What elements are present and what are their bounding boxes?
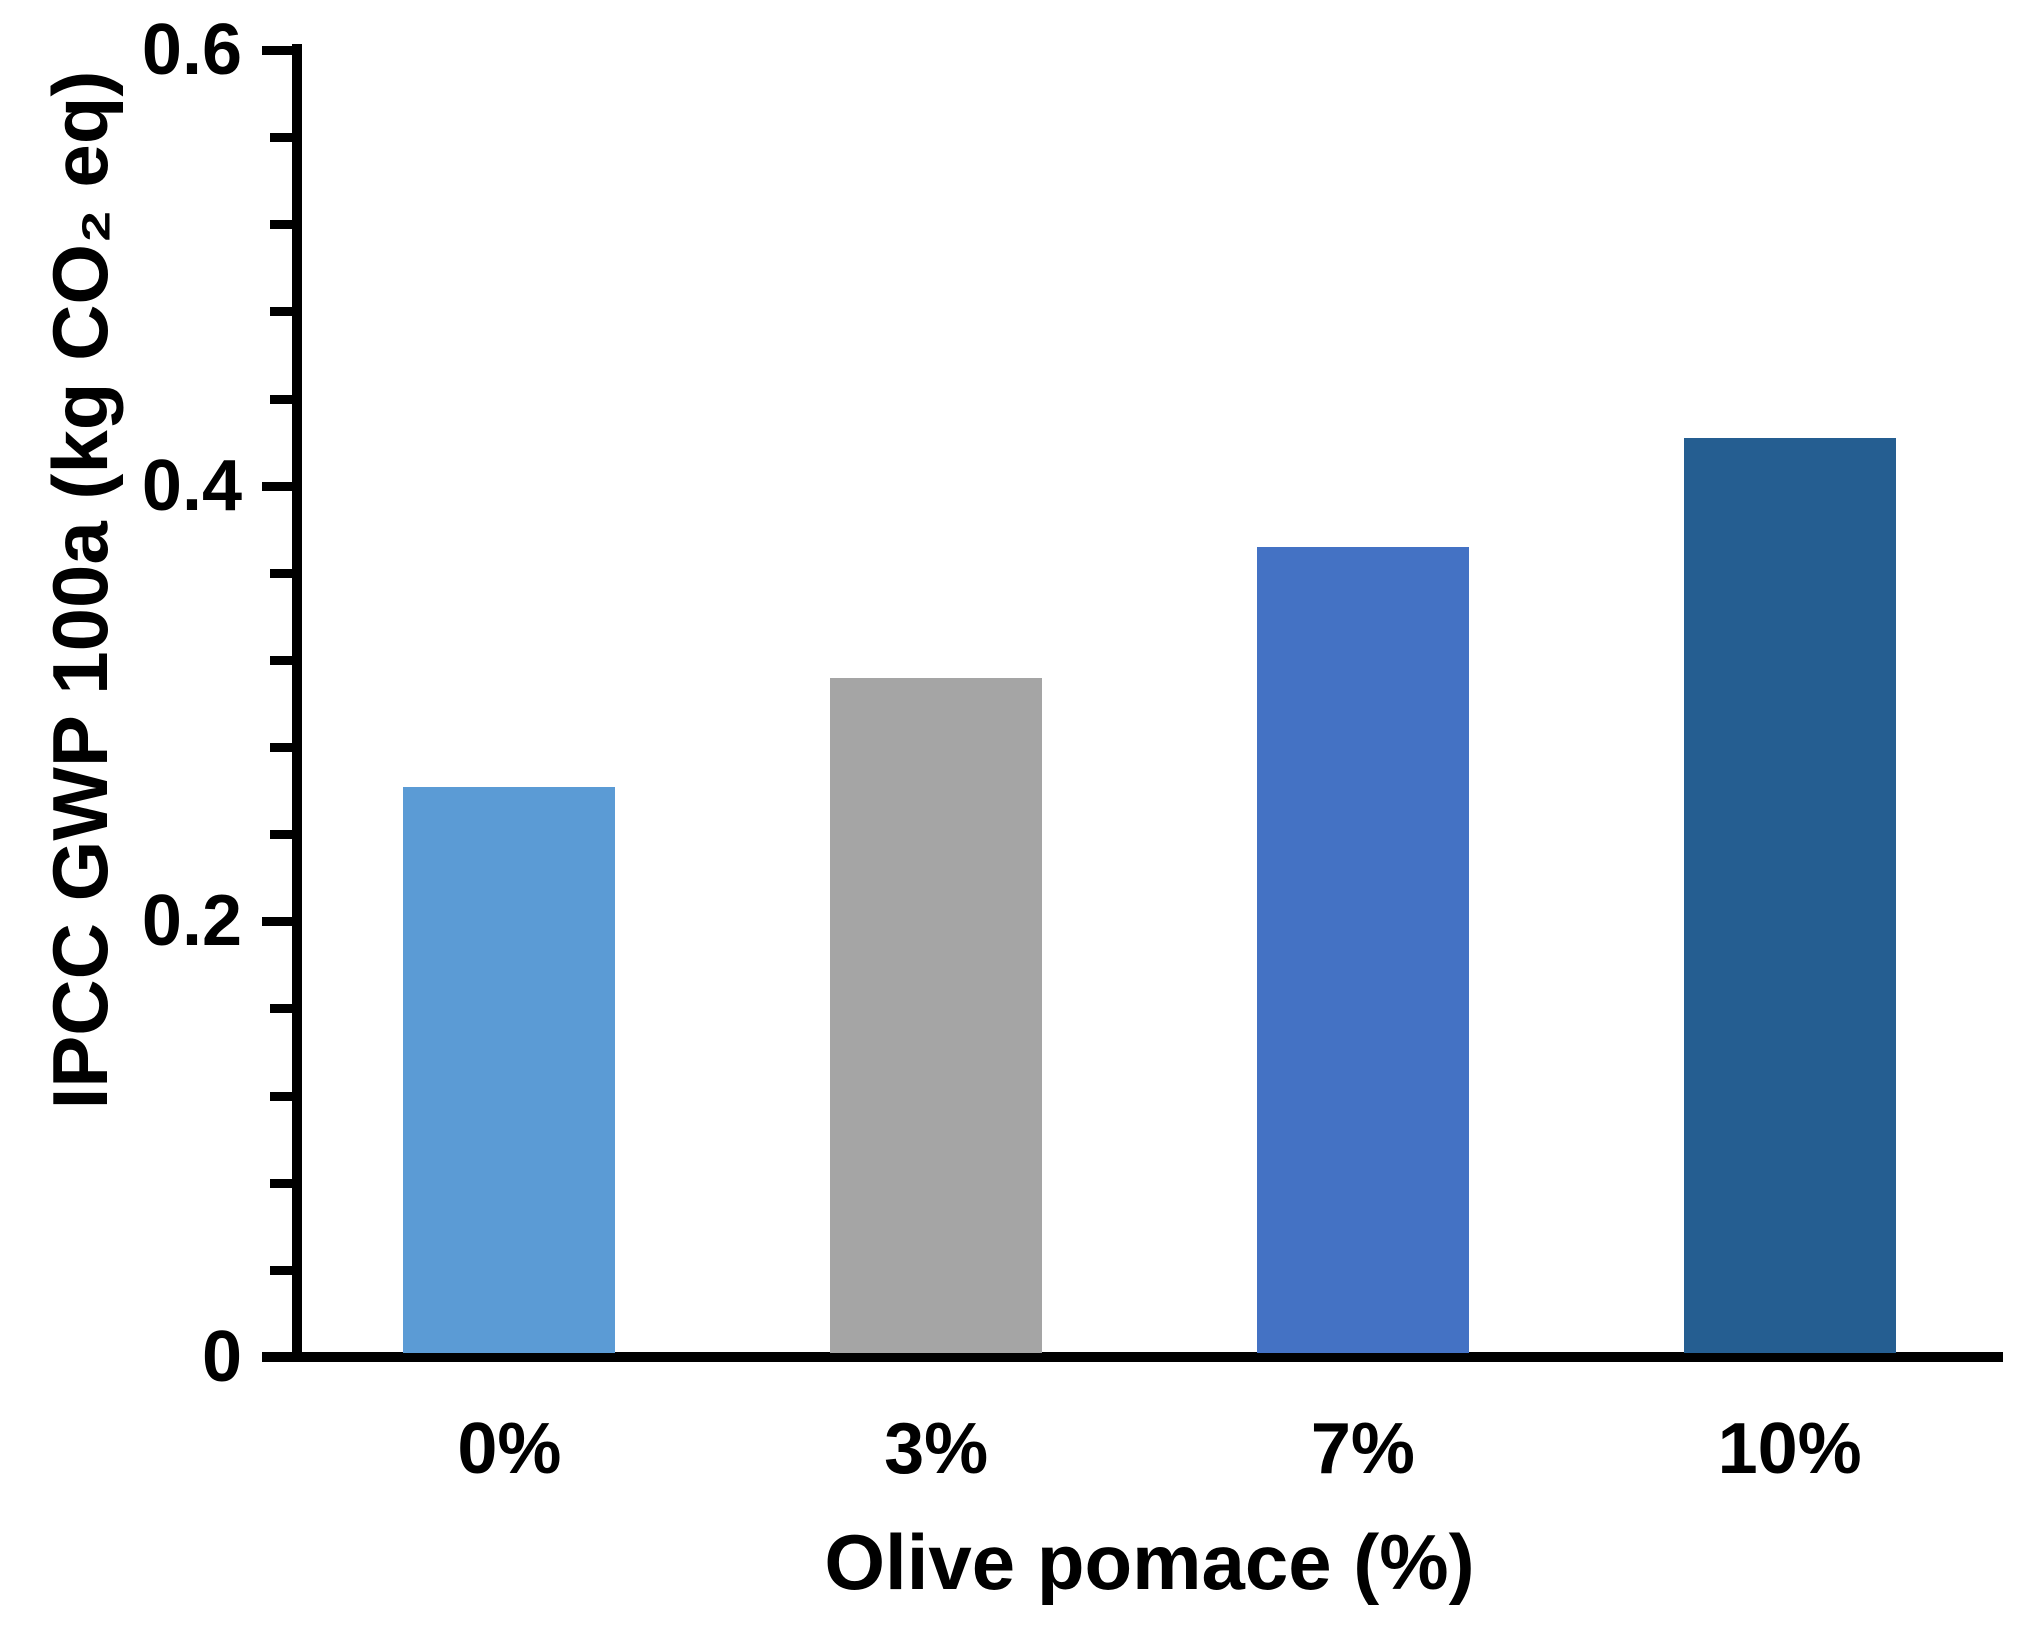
- y-minor-tick: [270, 1091, 292, 1101]
- x-tick-label-3%: 3%: [884, 1409, 989, 1489]
- y-minor-tick: [270, 1004, 292, 1014]
- y-tick-label-0.6: 0.6: [141, 10, 242, 90]
- y-tick-label-0.2: 0.2: [141, 881, 242, 962]
- y-tick-label-0: 0: [201, 1317, 242, 1397]
- y-minor-tick: [270, 394, 292, 404]
- y-minor-tick: [270, 830, 292, 840]
- y-minor-tick: [270, 655, 292, 665]
- y-tick-label-0.4: 0.4: [141, 445, 242, 526]
- y-minor-tick: [270, 568, 292, 578]
- bar-0%: [403, 786, 616, 1353]
- y-minor-tick: [270, 133, 292, 143]
- y-axis-line: [292, 44, 302, 1362]
- x-tick-label-10%: 10%: [1717, 1409, 1862, 1489]
- bar-10%: [1683, 438, 1896, 1353]
- y-major-tick-0.2: [262, 917, 292, 927]
- bar-3%: [830, 677, 1043, 1353]
- x-tick-label-7%: 7%: [1310, 1409, 1415, 1489]
- y-major-tick-0: [262, 1353, 292, 1362]
- x-axis-title: Olive pomace (%): [824, 1518, 1475, 1606]
- y-minor-tick: [270, 1178, 292, 1188]
- x-axis-line: [262, 1352, 2003, 1362]
- x-tick-label-0%: 0%: [457, 1409, 562, 1489]
- y-minor-tick: [270, 307, 292, 317]
- y-minor-tick: [270, 743, 292, 753]
- y-major-tick-0.6: [262, 46, 292, 55]
- bar-7%: [1256, 547, 1469, 1353]
- y-minor-tick: [270, 1265, 292, 1275]
- y-minor-tick: [270, 220, 292, 230]
- y-major-tick-0.4: [262, 481, 292, 491]
